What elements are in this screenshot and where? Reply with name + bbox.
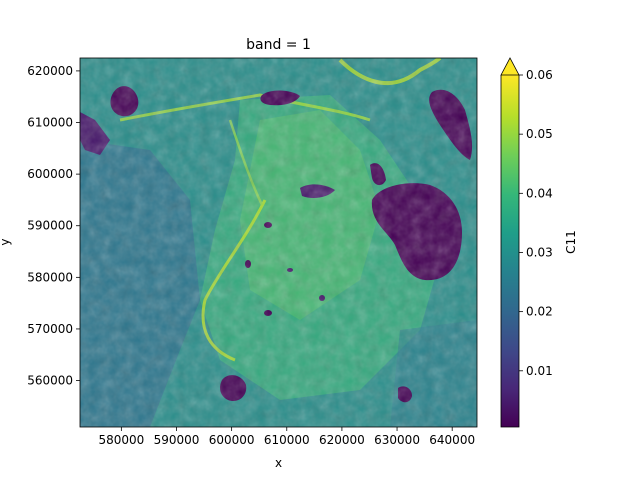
y-tick-label: 560000 — [27, 374, 73, 388]
x-tick-label: 580000 — [98, 433, 144, 447]
x-tick-label: 610000 — [264, 433, 310, 447]
colorbar-tick-label: 0.03 — [526, 245, 553, 259]
y-axis-label: y — [0, 238, 12, 245]
plot-frame — [79, 57, 478, 428]
heatmap-raster — [80, 58, 477, 427]
x-tick-label: 640000 — [429, 433, 475, 447]
colorbar-tick-label: 0.05 — [526, 127, 553, 141]
x-tick-label: 620000 — [319, 433, 365, 447]
x-axis: 580000 590000 600000 610000 620000 630000 6400… — [98, 427, 475, 447]
colorbar-extend-max — [500, 57, 520, 76]
x-axis-label: x — [275, 456, 282, 470]
colorbar-label: C11 — [564, 230, 578, 254]
chart-title: band = 1 — [246, 37, 311, 53]
y-tick-label: 600000 — [27, 167, 73, 181]
y-tick-label: 580000 — [27, 270, 73, 284]
colorbar-gradient — [501, 75, 519, 427]
y-tick-label: 570000 — [27, 322, 73, 336]
colorbar-tick-label: 0.06 — [526, 68, 553, 82]
colorbar: 0.01 0.02 0.03 0.04 0.05 0.06 C11 — [500, 57, 578, 428]
x-tick-label: 630000 — [374, 433, 420, 447]
y-tick-label: 590000 — [27, 219, 73, 233]
colorbar-axis: 0.01 0.02 0.03 0.04 0.05 0.06 — [519, 68, 553, 378]
colorbar-tick-label: 0.02 — [526, 305, 553, 319]
x-tick-label: 600000 — [209, 433, 255, 447]
x-tick-label: 590000 — [154, 433, 200, 447]
y-tick-label: 610000 — [27, 116, 73, 130]
colorbar-tick-label: 0.04 — [526, 186, 553, 200]
y-axis: 560000 570000 580000 590000 600000 610000 6200… — [27, 64, 80, 388]
colorbar-tick-label: 0.01 — [526, 364, 553, 378]
y-tick-label: 620000 — [27, 64, 73, 78]
